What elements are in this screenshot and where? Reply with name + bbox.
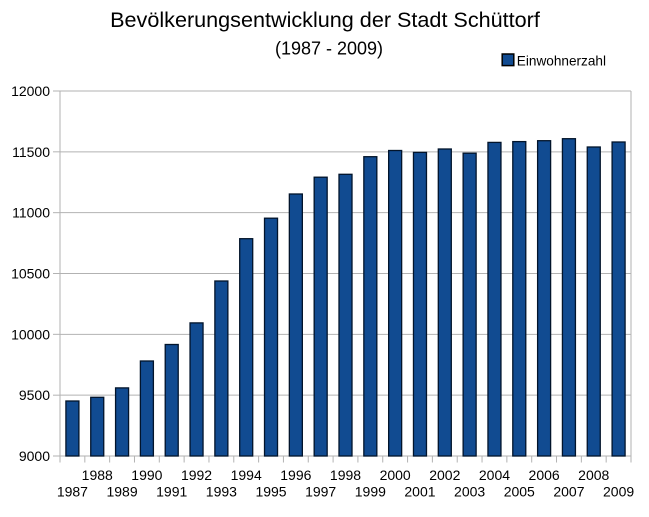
svg-text:9500: 9500 <box>19 387 50 403</box>
svg-text:1995: 1995 <box>255 484 286 500</box>
svg-text:Einwohnerzahl: Einwohnerzahl <box>517 53 606 68</box>
svg-text:1991: 1991 <box>156 484 187 500</box>
svg-text:11000: 11000 <box>12 205 50 221</box>
svg-text:1993: 1993 <box>206 484 237 500</box>
svg-text:1996: 1996 <box>280 467 311 483</box>
svg-text:1997: 1997 <box>305 484 336 500</box>
svg-text:2006: 2006 <box>529 467 560 483</box>
svg-text:9000: 9000 <box>19 448 50 464</box>
svg-text:2009: 2009 <box>603 484 634 500</box>
svg-text:Bevölkerungsentwicklung der St: Bevölkerungsentwicklung der Stadt Schütt… <box>110 7 541 32</box>
svg-text:1999: 1999 <box>355 484 386 500</box>
svg-text:2002: 2002 <box>429 467 460 483</box>
svg-text:1988: 1988 <box>82 467 113 483</box>
svg-text:1994: 1994 <box>231 467 262 483</box>
svg-text:1989: 1989 <box>106 484 137 500</box>
svg-text:11500: 11500 <box>12 144 50 160</box>
svg-text:10000: 10000 <box>11 326 50 342</box>
svg-text:2008: 2008 <box>578 467 609 483</box>
svg-text:2007: 2007 <box>553 484 584 500</box>
svg-text:2003: 2003 <box>454 484 485 500</box>
svg-text:1990: 1990 <box>131 467 162 483</box>
svg-text:1987: 1987 <box>57 484 88 500</box>
svg-text:10500: 10500 <box>11 266 50 282</box>
svg-text:1992: 1992 <box>181 467 212 483</box>
svg-text:1998: 1998 <box>330 467 361 483</box>
svg-text:(1987 - 2009): (1987 - 2009) <box>275 38 383 58</box>
svg-text:12000: 12000 <box>11 83 50 99</box>
svg-text:2004: 2004 <box>479 467 510 483</box>
svg-text:2000: 2000 <box>380 467 411 483</box>
svg-text:2001: 2001 <box>404 484 435 500</box>
svg-text:2005: 2005 <box>504 484 535 500</box>
